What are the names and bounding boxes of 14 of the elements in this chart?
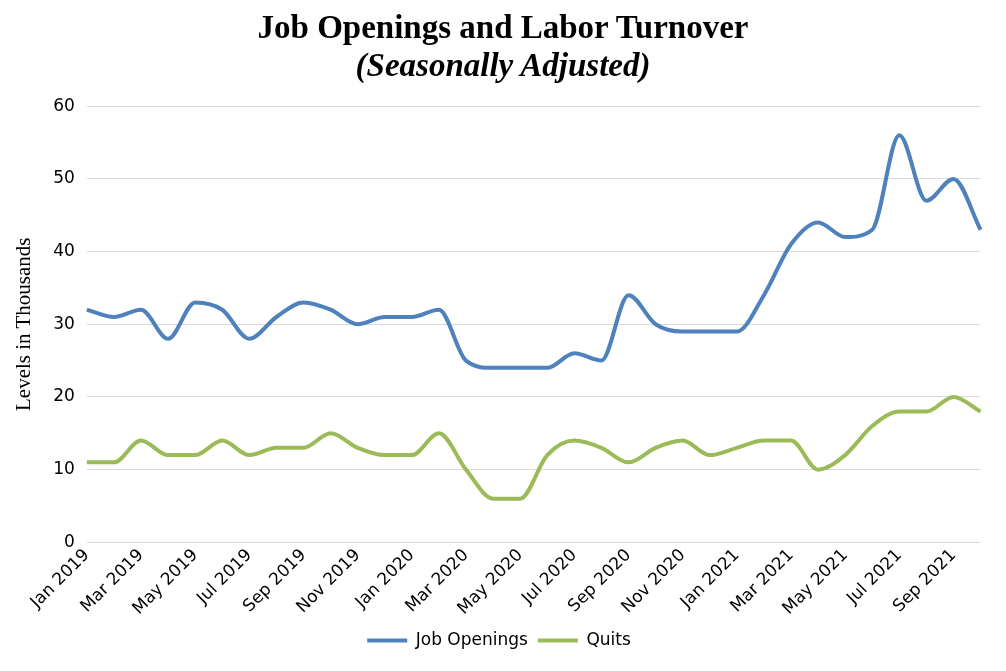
y-tick-label: 0 [64, 530, 75, 551]
chart-subtitle: (Seasonally Adjusted) [354, 46, 652, 84]
line-series [84, 394, 983, 501]
legend-label: Quits [586, 628, 631, 649]
y-tick-label: 10 [53, 458, 75, 479]
y-axis-title: Levels in Thousands [11, 237, 36, 411]
y-tick-label: 60 [53, 94, 75, 115]
y-tick-label: 20 [53, 385, 75, 406]
y-tick-label: 50 [53, 167, 75, 188]
chart-title: Job Openings and Labor Turnover [256, 8, 750, 46]
legend-label: Job Openings [414, 628, 529, 649]
y-tick-label: 40 [53, 239, 75, 260]
line-series [84, 133, 983, 370]
y-tick-label: 30 [53, 312, 75, 333]
